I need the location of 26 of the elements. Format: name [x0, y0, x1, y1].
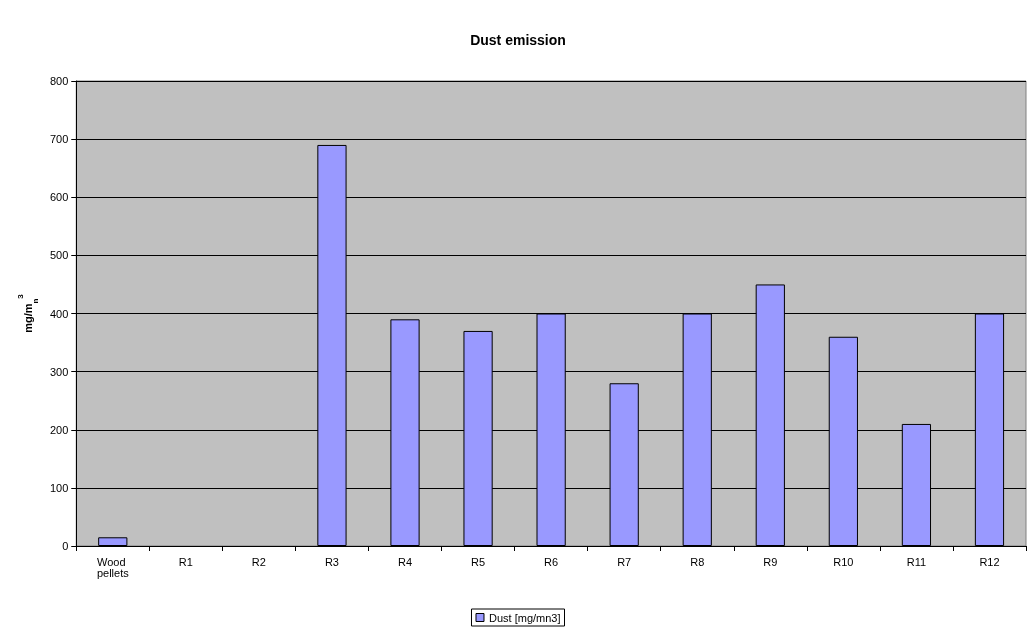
y-tick-label: 400 — [49, 307, 69, 320]
y-tick-label: 600 — [49, 191, 69, 204]
x-tick-label: Wood pellets — [96, 555, 130, 579]
x-tick-label: R9 — [763, 555, 778, 568]
bar — [98, 537, 128, 546]
y-tick-label: 500 — [49, 249, 69, 262]
x-tick-label: R2 — [251, 555, 266, 568]
y-axis-title: mg/mn3 — [15, 293, 40, 333]
chart-title: Dust emission — [470, 32, 566, 48]
x-tick-label: R10 — [833, 555, 854, 568]
legend-label: Dust [mg/mn3] — [488, 611, 561, 624]
y-tick-label: 800 — [49, 75, 69, 87]
x-tick-label: R7 — [617, 555, 632, 568]
y-tick-label: 300 — [49, 365, 69, 378]
x-tick-label: R5 — [471, 555, 486, 568]
y-tick-label: 0 — [62, 540, 69, 552]
x-tick-label: R12 — [979, 555, 1000, 568]
x-tick-label: R11 — [906, 555, 927, 568]
y-tick-label: 700 — [49, 133, 69, 146]
y-tick-label: 200 — [49, 423, 69, 436]
x-tick-label: R1 — [178, 555, 193, 568]
x-tick-label: R8 — [690, 555, 705, 568]
x-tick-label: R3 — [324, 555, 339, 568]
y-tick-label: 100 — [49, 481, 69, 494]
x-tick-label: R6 — [544, 555, 559, 568]
x-tick-label: R4 — [397, 555, 413, 568]
